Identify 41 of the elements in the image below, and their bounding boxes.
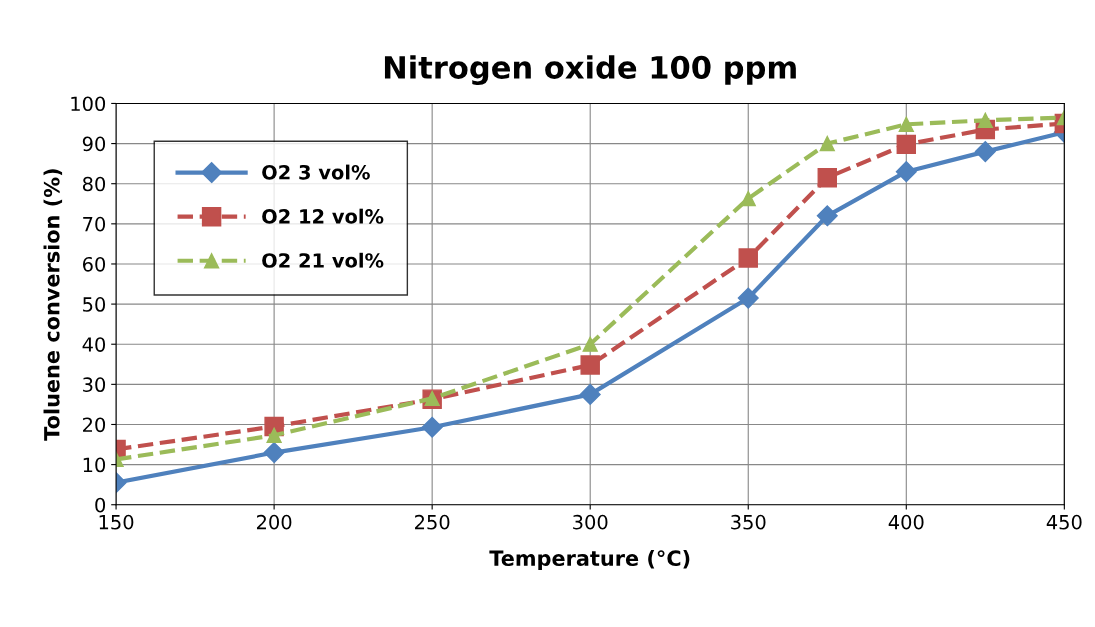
point	[421, 416, 443, 438]
point	[740, 190, 756, 207]
point	[579, 383, 601, 405]
x-tick-label: 350	[731, 514, 766, 530]
y-tick-label: 20	[83, 417, 106, 433]
y-tick-label: 40	[82, 337, 106, 352]
y-axis-title: Toluene conversion (%)	[43, 169, 63, 441]
y-tick-label: 60	[82, 256, 106, 272]
point	[977, 112, 993, 128]
point	[263, 442, 285, 464]
point	[816, 205, 838, 227]
legend-label: O2 3 vol%	[262, 164, 370, 180]
x-tick-label: 300	[573, 514, 608, 530]
point	[266, 427, 282, 443]
y-tick-label: 50	[83, 297, 106, 312]
point	[738, 248, 758, 268]
y-tick-label: 100	[71, 96, 106, 112]
point	[582, 336, 598, 352]
point	[580, 355, 600, 375]
legend-label: O2 21 vol%	[262, 252, 384, 268]
y-tick-label: 90	[82, 136, 106, 152]
point	[817, 167, 837, 188]
point	[974, 141, 996, 163]
y-tick-label: 80	[82, 176, 106, 192]
chart-title: Nitrogen oxide 100 ppm	[384, 55, 796, 86]
x-axis-title: Temperature (°C)	[489, 549, 690, 571]
point	[737, 287, 759, 309]
point	[896, 134, 917, 155]
point	[898, 116, 914, 132]
x-tick-label: 400	[888, 514, 924, 530]
x-tick-label: 250	[415, 514, 450, 530]
x-tick-label: 150	[99, 514, 134, 530]
y-tick-label: 30	[83, 377, 106, 393]
y-tick-label: 70	[83, 216, 106, 232]
y-tick-label: 10	[83, 457, 106, 473]
x-tick-label: 450	[1046, 514, 1082, 530]
x-tick-label: 200	[256, 514, 292, 530]
point	[895, 161, 917, 183]
point	[819, 135, 835, 152]
legend-label: O2 12 vol%	[262, 208, 384, 224]
y-tick-label: 0	[95, 497, 106, 513]
